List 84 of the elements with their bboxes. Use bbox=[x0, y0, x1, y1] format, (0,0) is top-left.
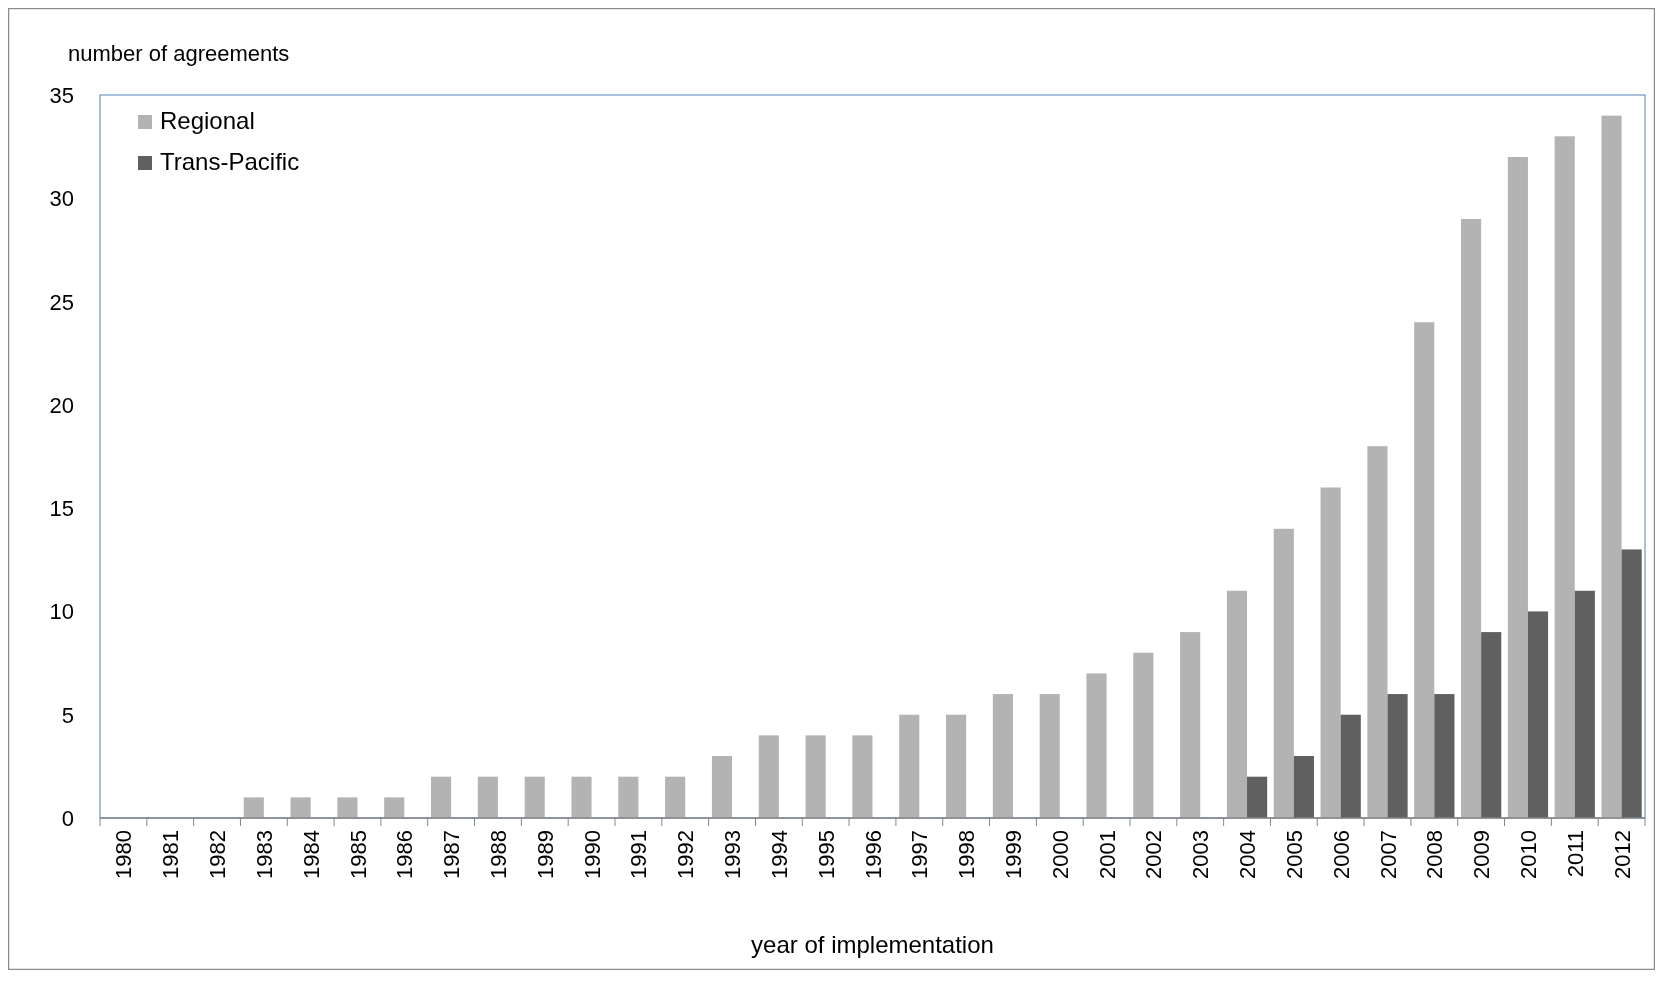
x-tick-label: 1984 bbox=[298, 830, 324, 879]
x-tick-label: 1991 bbox=[626, 830, 652, 879]
x-tick-label: 1980 bbox=[111, 830, 137, 879]
bar bbox=[758, 735, 779, 818]
x-tick-label: 2005 bbox=[1281, 830, 1307, 879]
bar bbox=[1434, 694, 1455, 818]
x-tick-label: 2001 bbox=[1094, 830, 1120, 879]
x-tick-label: 1988 bbox=[485, 830, 511, 879]
x-tick-label: 2007 bbox=[1375, 830, 1401, 879]
y-tick-label: 30 bbox=[49, 186, 74, 212]
bar bbox=[1414, 322, 1435, 818]
bar bbox=[1340, 714, 1361, 818]
x-tick-label: 2008 bbox=[1422, 830, 1448, 879]
bar bbox=[1601, 115, 1622, 818]
x-tick-label: 1993 bbox=[720, 830, 746, 879]
x-tick-label: 1994 bbox=[766, 830, 792, 879]
x-tick-label: 1981 bbox=[158, 830, 184, 879]
x-axis-title: year of implementation bbox=[751, 931, 994, 958]
x-tick-label: 1999 bbox=[1000, 830, 1026, 879]
bar bbox=[571, 776, 592, 818]
bar bbox=[1481, 632, 1502, 818]
x-tick-label: 1996 bbox=[860, 830, 886, 879]
bar bbox=[711, 756, 733, 818]
bar bbox=[1180, 632, 1201, 818]
bar bbox=[665, 776, 686, 818]
x-tick-label: 2006 bbox=[1328, 830, 1354, 879]
x-tick-label: 1990 bbox=[579, 830, 605, 879]
x-tick-label: 1987 bbox=[439, 830, 465, 879]
y-tick-label: 25 bbox=[49, 289, 74, 315]
x-tick-label: 2002 bbox=[1141, 830, 1167, 879]
bar bbox=[1320, 487, 1341, 818]
bar bbox=[1226, 590, 1248, 818]
x-tick-label: 1997 bbox=[907, 830, 933, 879]
x-tick-label: 1985 bbox=[345, 830, 371, 879]
y-tick-label: 5 bbox=[61, 702, 74, 728]
bar bbox=[1133, 652, 1154, 818]
y-tick-label: 0 bbox=[61, 806, 74, 831]
bar bbox=[1247, 776, 1268, 818]
bar bbox=[290, 797, 311, 818]
x-tick-label: 1986 bbox=[392, 830, 418, 879]
y-tick-label: 35 bbox=[49, 83, 74, 108]
bar bbox=[1527, 611, 1549, 818]
bar bbox=[1367, 446, 1388, 818]
bar bbox=[618, 776, 639, 818]
bar bbox=[243, 797, 264, 818]
legend-label: Trans-Pacific bbox=[160, 148, 300, 175]
bar bbox=[524, 776, 545, 818]
x-tick-label: 2003 bbox=[1188, 830, 1214, 879]
bar bbox=[1574, 590, 1595, 818]
x-tick-label: 1983 bbox=[251, 830, 277, 879]
x-tick-label: 2011 bbox=[1562, 830, 1588, 878]
bar bbox=[477, 776, 498, 818]
bar bbox=[1293, 756, 1314, 818]
y-tick-label: 15 bbox=[49, 496, 74, 522]
bar bbox=[1039, 694, 1060, 818]
bar bbox=[1621, 549, 1642, 818]
x-tick-label: 2000 bbox=[1047, 830, 1073, 879]
x-tick-label: 2009 bbox=[1469, 830, 1495, 879]
bar bbox=[1086, 673, 1107, 818]
bar bbox=[431, 776, 452, 818]
x-tick-label: 2010 bbox=[1515, 830, 1541, 879]
x-tick-label: 1992 bbox=[673, 830, 699, 879]
y-tick-label: 10 bbox=[49, 599, 74, 625]
bar bbox=[1461, 218, 1482, 818]
bar bbox=[1387, 694, 1408, 818]
bar bbox=[1507, 156, 1528, 818]
bar bbox=[384, 797, 405, 818]
y-axis-title: number of agreements bbox=[68, 41, 290, 66]
bar bbox=[899, 714, 920, 818]
x-tick-label: 1989 bbox=[532, 830, 558, 879]
bar bbox=[805, 735, 826, 818]
x-tick-label: 1998 bbox=[954, 830, 980, 879]
legend-label: Regional bbox=[160, 107, 255, 134]
bar bbox=[992, 694, 1013, 818]
x-tick-label: 2012 bbox=[1609, 830, 1635, 879]
x-tick-label: 1982 bbox=[205, 830, 231, 879]
x-tick-label: 2004 bbox=[1235, 830, 1261, 879]
x-tick-label: 1995 bbox=[813, 830, 839, 879]
y-tick-label: 20 bbox=[49, 392, 74, 418]
bar bbox=[1554, 136, 1575, 818]
bar bbox=[852, 735, 873, 818]
bar bbox=[337, 797, 358, 818]
bar bbox=[946, 714, 967, 818]
bar bbox=[1273, 528, 1294, 818]
